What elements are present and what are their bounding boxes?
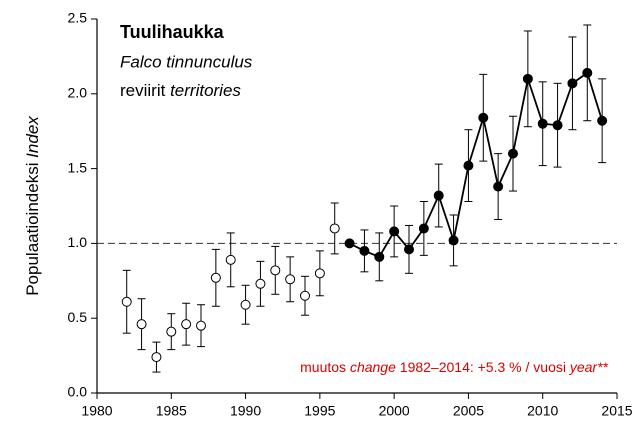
data-point: [359, 245, 370, 256]
data-point: [181, 319, 192, 330]
y-tick-label: 2.5: [68, 10, 88, 26]
x-tick-label: 2005: [453, 403, 484, 419]
data-point: [314, 268, 325, 279]
data-point: [508, 148, 518, 159]
y-tick-label: 0.5: [68, 309, 88, 325]
annotation: muutos change 1982–2014: +5.3 % / vuosi …: [300, 359, 608, 375]
data-line: [349, 71, 604, 258]
y-tick-label: 1.0: [68, 234, 88, 250]
y-tick-label: 1.5: [68, 159, 88, 175]
annotation-part: year**: [569, 359, 609, 375]
data-point: [196, 320, 206, 331]
data-point: [344, 238, 355, 249]
chart-subtitle: reviirit territories: [120, 81, 241, 100]
y-tick-label: 0.0: [68, 384, 88, 400]
data-point: [552, 120, 563, 131]
data-point: [418, 223, 429, 234]
annotation-part: muutos: [300, 359, 350, 375]
x-tick-label: 1990: [230, 403, 261, 419]
x-tick-label: 1985: [156, 403, 187, 419]
data-point: [493, 181, 504, 192]
data-point: [240, 299, 251, 310]
data-point: [255, 278, 266, 289]
annotation-part: change: [350, 359, 396, 375]
data-point: [567, 78, 578, 89]
y-label-part: Populaatioindeksi: [23, 158, 42, 296]
data-point: [582, 67, 593, 78]
data-point: [537, 118, 548, 129]
subtitle-part: territories: [170, 81, 241, 100]
x-tick-label: 1995: [304, 403, 335, 419]
x-tick-label: 2015: [601, 403, 632, 419]
data-point: [448, 235, 459, 246]
data-point: [404, 244, 414, 255]
chart-subtitle: Falco tinnunculus: [120, 52, 253, 71]
data-point: [389, 226, 400, 237]
data-point: [300, 290, 310, 301]
data-point: [121, 296, 132, 307]
y-label-part: Index: [23, 116, 42, 158]
data-point: [225, 254, 236, 265]
x-tick-label: 1980: [81, 403, 112, 419]
data-point: [166, 326, 177, 337]
data-point: [522, 73, 533, 84]
data-point: [597, 115, 608, 126]
data-point: [463, 160, 474, 171]
data-point: [210, 272, 221, 283]
subtitle-part: reviirit: [120, 81, 170, 100]
chart-title: Tuulihaukka: [120, 22, 225, 42]
data-point: [151, 352, 162, 363]
y-tick-label: 2.0: [68, 85, 88, 101]
data-point: [433, 190, 444, 201]
x-tick-label: 2000: [379, 403, 410, 419]
data-point: [285, 274, 296, 285]
x-tick-label: 2010: [527, 403, 558, 419]
data-point: [374, 251, 385, 262]
data-point: [478, 112, 489, 123]
annotation-part: 1982–2014: +5.3 % / vuosi: [396, 359, 570, 375]
data-point: [329, 223, 340, 234]
y-axis-label: Populaatioindeksi Index: [23, 116, 42, 296]
data-point: [270, 265, 281, 276]
data-point: [136, 319, 147, 330]
